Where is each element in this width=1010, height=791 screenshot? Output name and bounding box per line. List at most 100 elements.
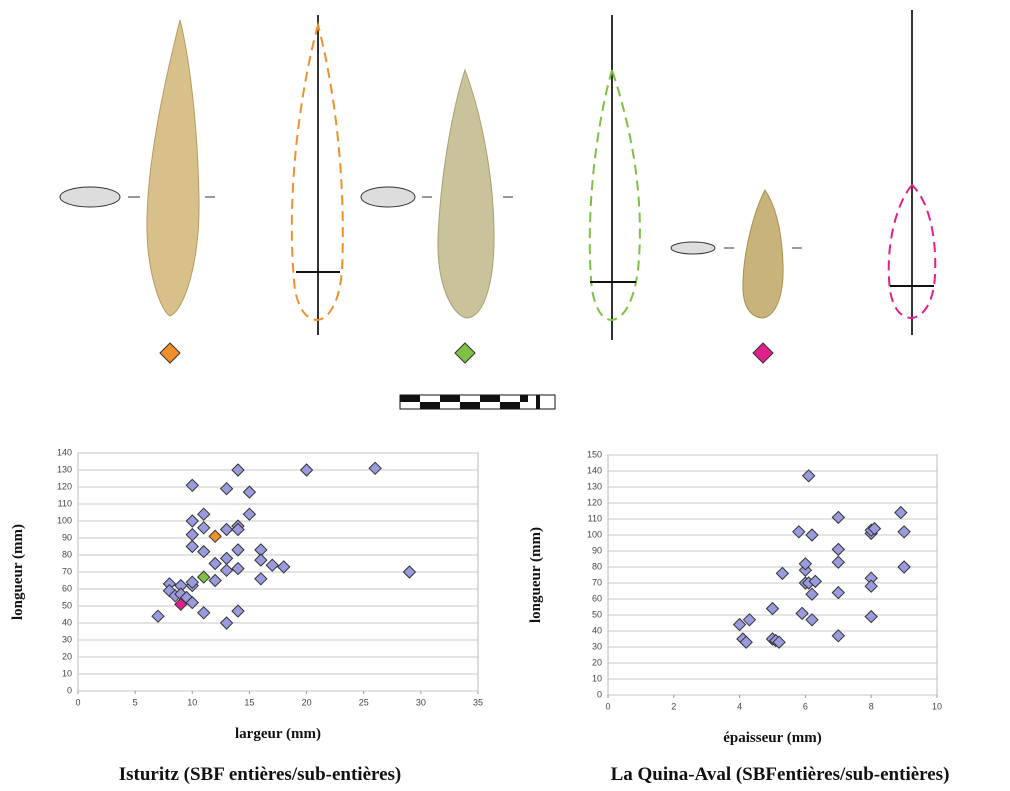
x-tick-label: 8 <box>869 701 874 711</box>
scale-bar <box>399 394 556 410</box>
x-tick-label: 25 <box>359 697 369 707</box>
point <box>894 505 908 520</box>
point <box>831 555 846 569</box>
y-tick-label: 40 <box>62 617 72 627</box>
y-tick-label: 150 <box>587 449 602 459</box>
y-tick-label: 130 <box>587 481 602 491</box>
point <box>208 556 222 571</box>
point <box>831 585 846 600</box>
point <box>231 463 245 477</box>
y-tick-label: 20 <box>62 651 72 661</box>
point <box>732 617 747 632</box>
y-tick-label: 50 <box>592 609 602 619</box>
marker <box>159 342 181 364</box>
point <box>368 461 382 476</box>
artifact-photo <box>742 189 784 319</box>
point <box>897 560 911 574</box>
point <box>805 528 819 542</box>
x-tick-label: 15 <box>244 697 254 707</box>
marker <box>752 342 774 364</box>
point <box>185 539 199 554</box>
y-tick-label: 90 <box>62 532 72 542</box>
point <box>254 572 268 586</box>
y-tick-label: 110 <box>588 513 602 523</box>
x-tick-label: 0 <box>605 701 610 711</box>
point <box>185 514 199 528</box>
y-tick-label: 70 <box>592 577 602 587</box>
point <box>864 579 878 593</box>
y-tick-label: 30 <box>62 634 72 644</box>
x-tick-label: 10 <box>932 701 942 711</box>
y-tick-label: 130 <box>57 464 72 474</box>
point <box>197 570 211 584</box>
point <box>795 606 809 621</box>
x-tick-label: 10 <box>187 697 197 707</box>
point <box>185 478 199 493</box>
point <box>798 557 813 571</box>
point <box>775 566 790 581</box>
outline <box>887 183 937 320</box>
y-tick-label: 20 <box>592 657 602 667</box>
point <box>739 635 753 649</box>
point <box>831 542 846 557</box>
point <box>805 613 819 627</box>
point <box>151 609 165 623</box>
y-tick-label: 90 <box>592 545 602 555</box>
outline <box>290 21 344 322</box>
point <box>185 595 199 610</box>
illustration <box>59 10 937 410</box>
point <box>219 551 234 566</box>
point <box>197 544 211 559</box>
point <box>831 629 846 643</box>
point <box>185 527 199 542</box>
point <box>197 507 211 521</box>
point <box>277 560 291 574</box>
y-tick-label: 140 <box>57 447 72 457</box>
y-tick-label: 0 <box>597 689 602 699</box>
y-tick-label: 80 <box>592 561 602 571</box>
plot-area <box>607 454 938 696</box>
point <box>772 635 786 649</box>
y-tick-label: 120 <box>57 481 72 491</box>
point <box>801 469 816 483</box>
x-tick-label: 35 <box>473 697 483 707</box>
point <box>254 553 268 567</box>
point <box>185 575 199 589</box>
section <box>670 241 716 255</box>
point <box>242 507 257 521</box>
outline <box>588 66 641 322</box>
y-axis-label: longueur (mm) <box>10 524 26 620</box>
chart-title: La Quina-Aval (SBFentières/sub-entières) <box>611 764 950 785</box>
point <box>197 521 211 535</box>
x-tick-label: 2 <box>671 701 676 711</box>
section <box>59 186 121 208</box>
artifact-photo <box>146 19 200 317</box>
point <box>792 525 806 539</box>
y-tick-label: 40 <box>592 625 602 635</box>
marker <box>454 342 476 364</box>
point <box>231 561 245 576</box>
section <box>360 186 416 208</box>
point <box>231 522 245 537</box>
y-tick-label: 120 <box>587 497 602 507</box>
point <box>805 587 819 601</box>
y-tick-label: 0 <box>67 685 72 695</box>
y-tick-label: 70 <box>62 566 72 576</box>
chart-title: Isturitz (SBF entières/sub-entières) <box>119 764 402 785</box>
point <box>219 481 234 496</box>
point <box>864 609 878 624</box>
point <box>808 574 822 589</box>
y-tick-label: 10 <box>592 673 602 683</box>
x-tick-label: 30 <box>416 697 426 707</box>
y-tick-label: 60 <box>62 583 72 593</box>
artifact-photo <box>437 68 495 319</box>
y-axis-label: longueur (mm) <box>528 527 544 623</box>
y-tick-label: 50 <box>62 600 72 610</box>
y-tick-label: 10 <box>62 668 72 678</box>
point <box>265 558 279 572</box>
x-tick-label: 0 <box>75 697 80 707</box>
point <box>208 573 222 588</box>
point <box>402 565 417 579</box>
y-tick-label: 140 <box>587 465 602 475</box>
